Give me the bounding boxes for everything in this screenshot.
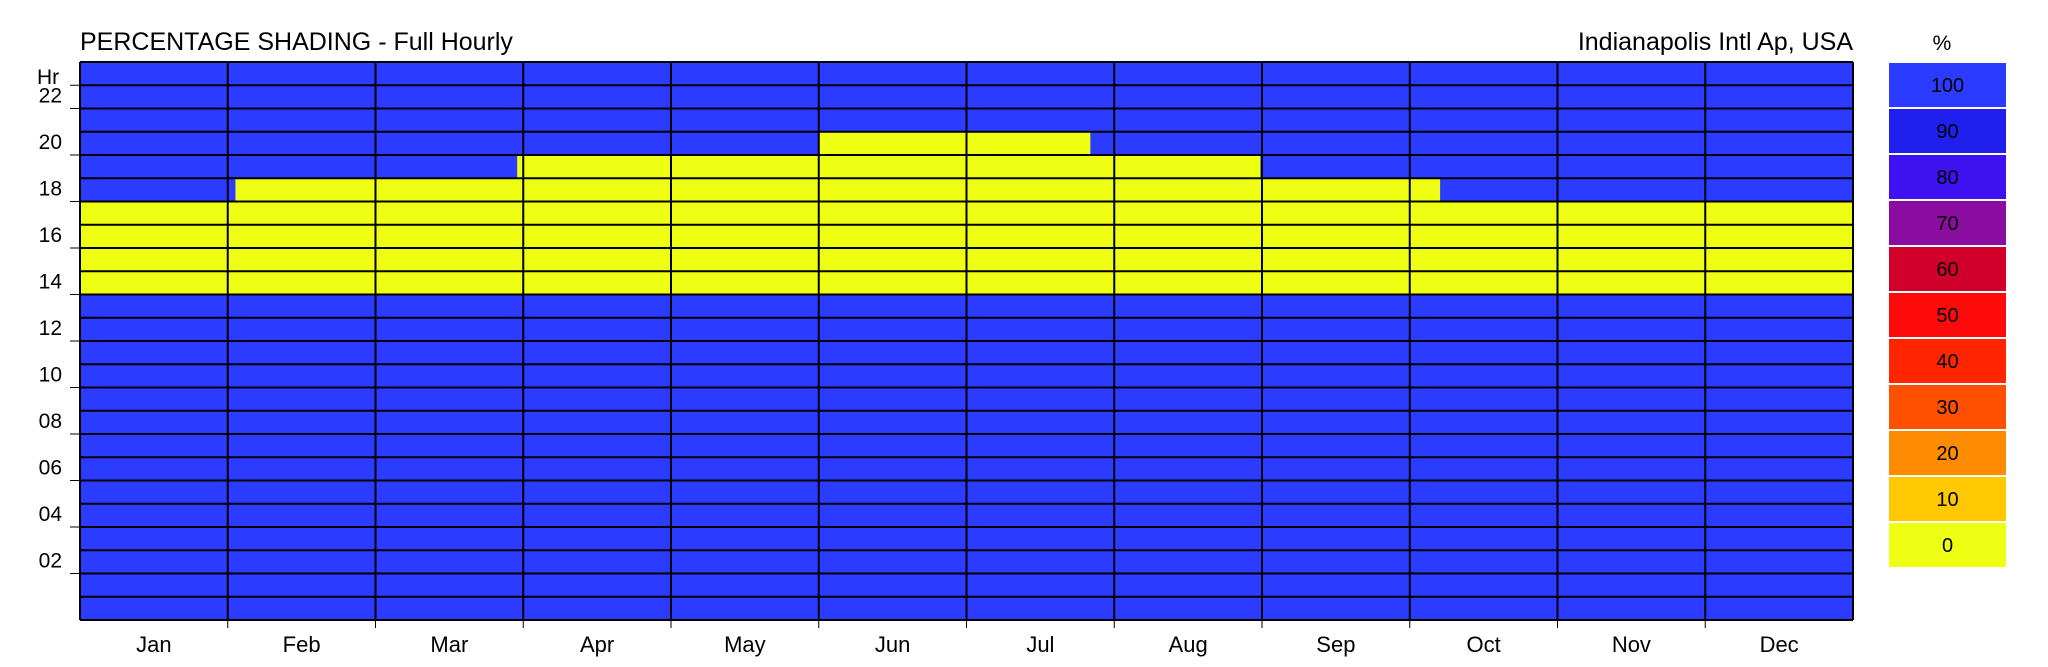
unshaded-period-2	[517, 155, 1261, 179]
hour-tick-label: 02	[39, 550, 62, 573]
legend-swatch	[1889, 431, 2006, 475]
legend-swatch	[1889, 477, 2006, 521]
month-tick-label: Dec	[1760, 632, 1799, 657]
hour-tick-label: 20	[39, 131, 62, 154]
month-tick-label: Apr	[580, 632, 614, 657]
legend-swatch	[1889, 523, 2006, 567]
legend-swatch	[1889, 293, 2006, 337]
month-tick-labels: Jan Feb Mar Apr May Jun Jul Aug Sep Oct Nov Dec	[136, 620, 1799, 657]
month-tick-label: Nov	[1612, 632, 1651, 657]
hour-tick-labels: 22 20 18 16 14 12 10 08 06 04 02	[39, 85, 80, 574]
legend-label: 0	[1942, 535, 1953, 557]
legend-label: 30	[1936, 397, 1958, 419]
legend-swatch	[1889, 247, 2006, 291]
month-tick-label: Jan	[136, 632, 171, 657]
month-tick-label: Jun	[875, 632, 910, 657]
legend-label: 100	[1931, 75, 1964, 97]
legend-label: 40	[1936, 351, 1958, 373]
unshaded-period-3	[818, 131, 1091, 155]
legend-swatch	[1889, 109, 2006, 153]
legend-swatch	[1889, 339, 2006, 383]
hour-tick-label: 10	[39, 364, 62, 387]
month-tick-label: Aug	[1169, 632, 1208, 657]
hour-tick-label: 14	[39, 271, 63, 294]
unshaded-period-1	[235, 178, 1441, 202]
y-axis-label: Hr	[37, 66, 59, 89]
legend-title: %	[1933, 32, 1952, 55]
month-tick-label: Sep	[1316, 632, 1355, 657]
legend-label: 20	[1936, 443, 1958, 465]
hour-tick-label: 08	[39, 410, 62, 433]
legend-label: 70	[1936, 213, 1958, 235]
hour-tick-label: 18	[39, 178, 62, 201]
month-tick-label: Jul	[1026, 632, 1054, 657]
legend-label: 90	[1936, 121, 1958, 143]
heatmap-plot	[79, 61, 1854, 621]
hour-tick-label: 16	[39, 224, 62, 247]
month-tick-label: Oct	[1467, 632, 1501, 657]
month-tick-label: Mar	[430, 632, 468, 657]
hour-tick-label: 04	[39, 503, 63, 526]
hour-tick-label: 06	[39, 457, 62, 480]
hour-tick-label: 12	[39, 317, 62, 340]
hour-tick-label: 22	[39, 85, 62, 108]
legend-swatch	[1889, 201, 2006, 245]
legend-label: 80	[1936, 167, 1958, 189]
month-tick-label: Feb	[283, 632, 321, 657]
legend-swatch	[1889, 63, 2006, 107]
location-label: Indianapolis Intl Ap, USA	[1578, 28, 1853, 56]
legend-swatch	[1889, 155, 2006, 199]
legend-label: 10	[1936, 489, 1958, 511]
month-tick-label: May	[724, 632, 766, 657]
legend-swatch	[1889, 385, 2006, 429]
chart-title: PERCENTAGE SHADING - Full Hourly	[80, 28, 513, 56]
legend-label: 60	[1936, 259, 1958, 281]
legend-label: 50	[1936, 305, 1958, 327]
